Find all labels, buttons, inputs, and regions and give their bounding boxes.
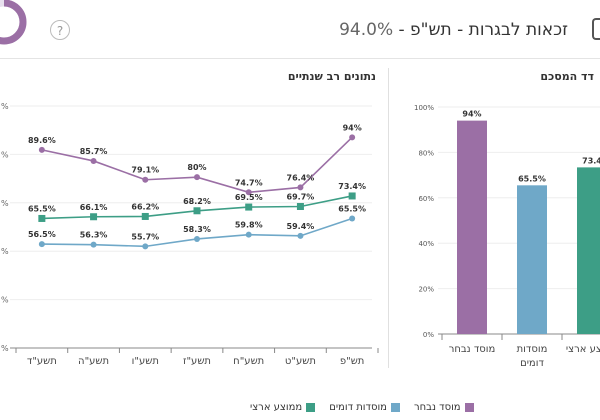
data-label-domim: 59.8% bbox=[235, 221, 263, 230]
data-point-artzi bbox=[38, 214, 46, 222]
y-tick-label: % bbox=[1, 247, 9, 256]
page-title-text: זכאות לבגרות - תש"פ - bbox=[398, 20, 568, 40]
legend-swatch-artzi bbox=[306, 403, 316, 412]
y-tick-label: 20% bbox=[418, 286, 434, 294]
x-tick-label: מוסדות bbox=[517, 344, 548, 355]
data-label-musad: 76.4% bbox=[287, 173, 315, 182]
bar-chart-title: דד המסכם bbox=[540, 70, 594, 83]
data-point-domim bbox=[349, 215, 356, 222]
data-point-artzi bbox=[348, 192, 356, 200]
y-tick-label: 0% bbox=[423, 331, 434, 339]
bar-domim bbox=[517, 185, 547, 334]
x-tick-label: תשע"ה bbox=[78, 356, 109, 367]
panel-divider bbox=[388, 68, 389, 368]
header-divider bbox=[0, 58, 600, 59]
data-label-musad: 94% bbox=[343, 123, 362, 132]
y-tick-label: % bbox=[1, 102, 9, 111]
legend-swatch-domim bbox=[390, 403, 400, 412]
data-point-artzi bbox=[90, 213, 98, 221]
y-tick-label: % bbox=[1, 199, 9, 208]
legend-label-domim: מוסדות דומים bbox=[329, 402, 387, 413]
y-tick-label: 60% bbox=[418, 195, 434, 203]
bar-artzi bbox=[577, 167, 600, 334]
data-label-artzi: 69.5% bbox=[235, 193, 263, 202]
x-tick-label: ממוצע ארצי bbox=[566, 344, 600, 355]
data-label-domim: 59.4% bbox=[287, 222, 315, 231]
data-point-musad bbox=[142, 176, 149, 183]
data-point-musad bbox=[245, 189, 252, 196]
data-label-musad: 79.1% bbox=[131, 166, 159, 175]
data-point-musad bbox=[38, 146, 45, 153]
x-tick-label: תשע"ו bbox=[132, 356, 159, 367]
bar-musad bbox=[457, 120, 487, 334]
x-tick-label: תשע"ח bbox=[233, 356, 264, 367]
bar-value-label: 65.5% bbox=[518, 174, 546, 183]
data-label-musad: 89.6% bbox=[28, 136, 56, 145]
donut-icon bbox=[0, 0, 28, 46]
legend-label-artzi: ממוצע ארצי bbox=[250, 402, 303, 413]
x-tick-label: מוסד נבחר bbox=[449, 344, 496, 355]
data-point-musad bbox=[349, 134, 356, 141]
legend-item-domim[interactable]: מוסדות דומים bbox=[329, 402, 400, 413]
data-point-artzi bbox=[141, 212, 149, 220]
y-tick-label: % bbox=[1, 296, 9, 305]
data-label-domim: 56.5% bbox=[28, 230, 56, 239]
bar-value-label: 94% bbox=[462, 110, 481, 119]
data-point-domim bbox=[297, 232, 304, 239]
line-chart: %%%%%% תשע"ד תשע"ה תשע"ו תשע"ז תשע"ח תשע"ט תש"פ… bbox=[1, 102, 379, 367]
bar-value-label: 73.4 bbox=[582, 156, 600, 165]
data-point-artzi bbox=[193, 207, 201, 215]
data-label-domim: 58.3% bbox=[183, 225, 211, 234]
data-point-domim bbox=[142, 243, 149, 250]
x-tick-label: דומים bbox=[520, 358, 544, 369]
data-point-domim bbox=[245, 231, 252, 238]
legend-item-artzi[interactable]: ממוצע ארצי bbox=[250, 402, 316, 413]
legend-swatch-musad bbox=[464, 403, 474, 412]
y-tick-label: % bbox=[1, 150, 9, 159]
data-point-domim bbox=[90, 241, 97, 248]
x-tick-label: תשע"ז bbox=[183, 356, 211, 367]
help-icon[interactable]: ? bbox=[50, 20, 70, 40]
line-chart-title: נתונים רב שנתיים bbox=[287, 70, 376, 83]
data-label-artzi: 68.2% bbox=[183, 197, 211, 206]
data-label-artzi: 73.4% bbox=[338, 182, 366, 191]
data-point-artzi bbox=[296, 203, 304, 211]
data-point-musad bbox=[194, 174, 200, 181]
data-point-domim bbox=[38, 241, 45, 248]
data-label-artzi: 69.7% bbox=[287, 193, 315, 202]
data-point-domim bbox=[194, 235, 200, 242]
page-title-value: 94.0% bbox=[339, 20, 394, 40]
data-label-musad: 80% bbox=[187, 163, 206, 172]
data-label-artzi: 65.5% bbox=[28, 204, 56, 213]
x-tick-label: תשע"ד bbox=[27, 356, 57, 367]
page-title: זכאות לבגרות - תש"פ - 94.0% bbox=[339, 20, 568, 40]
window-frame-icon bbox=[592, 18, 600, 40]
y-tick-label: 100% bbox=[414, 104, 434, 112]
data-label-artzi: 66.1% bbox=[80, 203, 108, 212]
data-label-domim: 55.7% bbox=[131, 232, 159, 241]
x-tick-label: תש"פ bbox=[340, 356, 365, 367]
y-tick-label: % bbox=[1, 344, 9, 353]
legend: מוסד נבחר מוסדות דומים ממוצע ארצי bbox=[250, 402, 474, 413]
x-tick-label: תשע"ט bbox=[285, 356, 316, 367]
legend-item-musad[interactable]: מוסד נבחר bbox=[414, 402, 474, 413]
data-label-domim: 65.5% bbox=[338, 204, 366, 213]
data-label-musad: 85.7% bbox=[80, 147, 108, 156]
data-label-musad: 74.7% bbox=[235, 178, 263, 187]
data-point-artzi bbox=[245, 203, 253, 211]
y-tick-label: 40% bbox=[418, 240, 434, 248]
y-tick-label: 80% bbox=[418, 149, 434, 157]
data-point-musad bbox=[90, 157, 97, 164]
legend-label-musad: מוסד נבחר bbox=[413, 402, 461, 413]
bar-chart: 0% 20% 40% 60% 80% 100% 94% מוסד נבחר 65.5% מוסדו… bbox=[414, 104, 600, 369]
data-point-musad bbox=[297, 184, 304, 191]
data-label-artzi: 66.2% bbox=[131, 202, 159, 211]
data-label-domim: 56.3% bbox=[80, 231, 108, 240]
